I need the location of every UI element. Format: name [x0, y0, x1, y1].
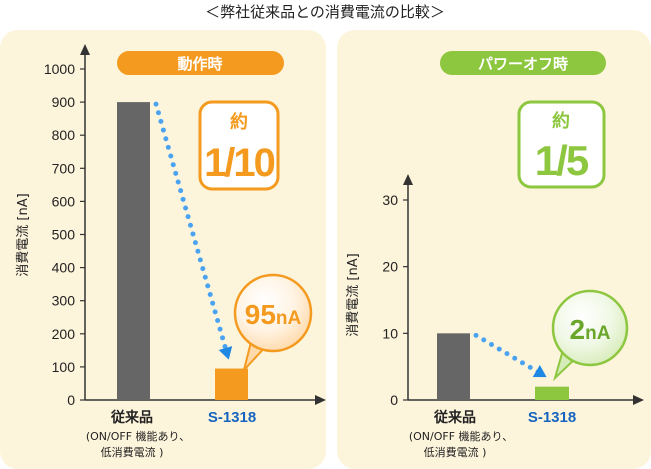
- y-tick-label: 1000: [44, 61, 75, 77]
- chart2-callout-text: 2nA: [570, 314, 611, 345]
- y-tick-label: 900: [52, 94, 76, 110]
- chart1-callout-text: 95nA: [245, 299, 302, 330]
- page-title: ＜弊社従来品との消費電流の比較＞: [205, 3, 445, 21]
- chart2-callout-value: 2: [570, 314, 586, 345]
- chart1-category-s1318: S-1318: [208, 409, 256, 426]
- y-tick-label: 200: [52, 326, 76, 342]
- chart1-category-conventional: 従来品: [110, 409, 153, 426]
- panel-operating: [0, 30, 326, 469]
- chart2-ratio-badge: [517, 100, 606, 189]
- chart2-title-pill: [440, 51, 606, 75]
- chart2-ratio-value: 1/5: [535, 137, 589, 184]
- chart1-ratio-badge: [198, 100, 280, 191]
- y-tick-label: 800: [52, 127, 76, 143]
- chart1-category-note-line1: (ON/OFF 機能あり、: [86, 429, 190, 443]
- bar-s1318: [215, 368, 248, 400]
- y-tick-label: 700: [52, 160, 76, 176]
- bar-conventional: [117, 102, 150, 400]
- chart1-ratio-prefix: 約: [230, 111, 248, 133]
- chart2-category-note-line2: 低消費電流 ): [424, 445, 487, 459]
- chart1-dotted-arrow: [153, 101, 229, 353]
- chart1-title-pill: [117, 51, 284, 75]
- chart1-x-axis-arrow: [315, 395, 326, 405]
- y-tick-label: 300: [52, 293, 76, 309]
- chart2-category-conventional: 従来品: [433, 409, 476, 426]
- chart1-callout-value: 95: [245, 299, 276, 330]
- chart2-category-note-line1: (ON/OFF 機能あり、: [409, 429, 513, 443]
- y-tick-label: 400: [52, 260, 76, 276]
- chart2-ratio-prefix: 約: [552, 110, 570, 132]
- y-tick-label: 30: [382, 192, 398, 208]
- chart1-callout-unit: nA: [276, 308, 302, 329]
- chart2-arrow-head: [532, 364, 547, 378]
- panel-poweroff: [337, 30, 651, 469]
- chart1-title: 動作時: [177, 55, 222, 73]
- y-tick-label: 0: [390, 392, 398, 408]
- y-tick-label: 600: [52, 193, 76, 209]
- chart2-dotted-arrow: [473, 332, 541, 375]
- chart1-y-axis-arrow: [80, 44, 90, 55]
- chart2-title: パワーオフ時: [478, 55, 568, 73]
- chart2-category-s1318: S-1318: [528, 409, 576, 426]
- chart1-arrow-head: [218, 346, 233, 360]
- chart1-y-axis-label: 消費電流 [nA]: [16, 193, 31, 276]
- y-tick-label: 20: [382, 259, 398, 275]
- y-tick-label: 10: [382, 325, 398, 341]
- chart1-ratio-value: 1/10: [204, 141, 275, 185]
- bar-s1318: [535, 386, 569, 400]
- chart2-callout-unit: nA: [585, 323, 611, 344]
- y-tick-label: 500: [52, 227, 76, 243]
- chart1-callout-bubble: [233, 273, 313, 353]
- chart2-x-axis-arrow: [633, 395, 644, 405]
- chart1-category-note-line2: 低消費電流 ): [101, 445, 164, 459]
- bar-conventional: [437, 333, 470, 400]
- chart2-y-axis-label: 消費電流 [nA]: [346, 253, 361, 336]
- y-tick-label: 0: [67, 392, 75, 408]
- y-tick-label: 100: [52, 359, 76, 375]
- chart2-y-axis-arrow: [403, 174, 413, 185]
- chart2-callout-bubble: [551, 289, 629, 367]
